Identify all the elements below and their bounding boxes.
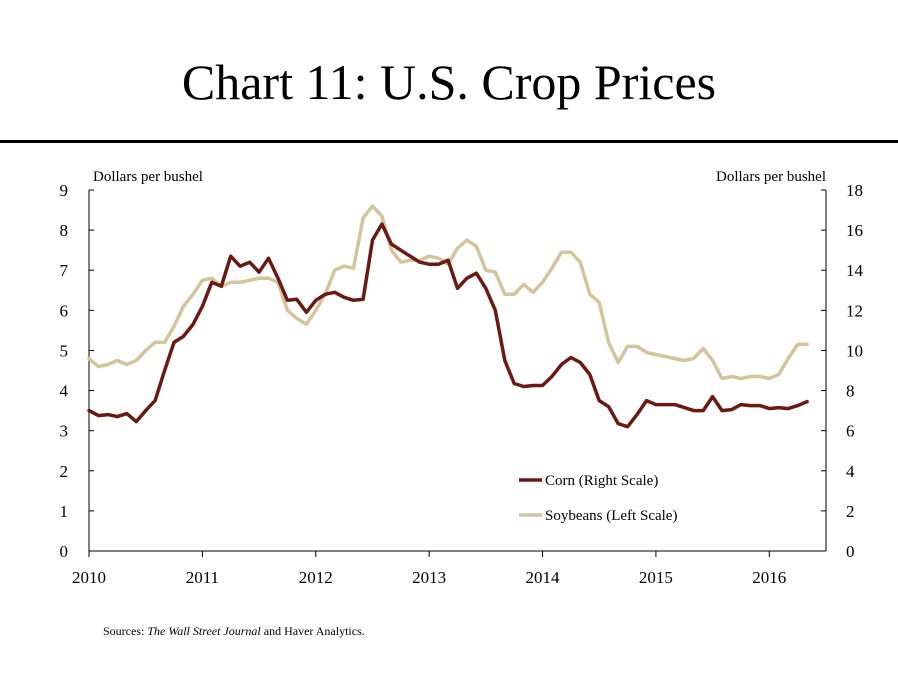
x-tick-label: 2014 [526,568,561,587]
right-tick-label: 4 [846,462,855,481]
soybeans-series-line [87,204,809,381]
right-tick-label: 6 [846,422,855,441]
right-tick-label: 2 [846,502,855,521]
title-divider [0,140,898,143]
right-axis-label: Dollars per bushel [716,169,826,185]
x-tick-label: 2013 [412,568,446,587]
x-tick-label: 2016 [752,568,786,587]
left-axis-label: Dollars per bushel [93,169,203,185]
source-note: Sources: The Wall Street Journal and Hav… [103,624,365,639]
legend-label-corn: Corn (Right Scale) [545,473,658,489]
right-tick-label: 12 [846,301,863,320]
corn-series-line [87,222,809,429]
right-tick-label: 0 [846,542,855,561]
left-tick-label: 3 [60,422,69,441]
right-tick-label: 18 [846,181,863,200]
left-tick-label: 1 [60,502,69,521]
left-tick-label: 2 [60,462,69,481]
right-tick-label: 8 [846,382,855,401]
left-tick-label: 0 [60,542,69,561]
left-tick-label: 6 [60,301,69,320]
series-layer [87,204,809,429]
x-tick-label: 2015 [639,568,673,587]
left-tick-label: 7 [60,261,69,280]
right-tick-label: 10 [846,341,863,360]
x-tick-label: 2010 [72,568,106,587]
left-tick-label: 5 [60,341,69,360]
legend: Corn (Right Scale) Soybeans (Left Scale) [519,473,677,524]
right-tick-label: 16 [846,221,863,240]
left-tick-label: 4 [60,382,69,401]
source-prefix: Sources: [103,624,148,638]
legend-label-soybeans: Soybeans (Left Scale) [545,508,677,524]
x-tick-label: 2011 [186,568,219,587]
right-tick-label: 14 [846,261,864,280]
source-suffix: and Haver Analytics. [260,624,365,638]
x-tick-label: 2012 [299,568,333,587]
left-tick-label: 8 [60,221,69,240]
left-tick-label: 9 [60,181,69,200]
source-italic: The Wall Street Journal [147,624,261,638]
chart-title: Chart 11: U.S. Crop Prices [181,54,717,110]
